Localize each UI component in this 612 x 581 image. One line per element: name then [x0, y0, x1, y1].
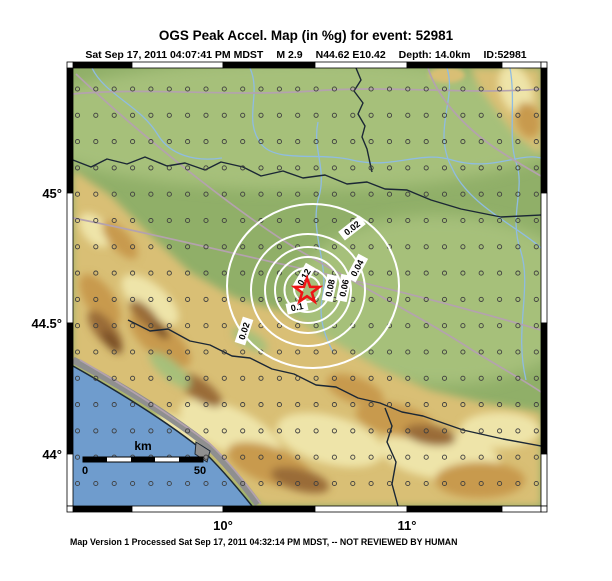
ligurian-sea: [73, 366, 252, 506]
processing-caption: Map Version 1 Processed Sat Sep 17, 2011…: [70, 537, 458, 547]
event-datetime: Sat Sep 17, 2011 04:07:41 PM MDST: [85, 49, 264, 61]
event-magnitude: M 2.9: [276, 49, 303, 61]
svg-text:0.08: 0.08: [323, 278, 336, 297]
scale-bar-end: 50: [194, 465, 206, 477]
map-title: OGS Peak Accel. Map (in %g) for event: 5…: [158, 28, 454, 43]
promontory: [194, 441, 211, 463]
contour-label: 0.1: [285, 299, 309, 315]
lat-label: 44°: [42, 447, 62, 462]
contour-value-labels: 0.020.040.060.080.120.10.02: [234, 215, 369, 346]
scale-bar-unit: km: [134, 439, 151, 453]
roads: [73, 68, 541, 505]
rivers: [91, 68, 541, 381]
event-id: ID:52981: [483, 49, 527, 61]
lat-label: 44.5°: [31, 316, 62, 331]
lon-label: 11°: [398, 518, 417, 533]
contour-label: 0.08: [321, 273, 339, 303]
coast-band: [73, 356, 261, 506]
coastline: [73, 365, 253, 506]
map-area: 0.020.040.060.080.120.10.02 km0 50: [73, 68, 541, 506]
grid-dots: [74, 86, 539, 487]
lat-label: 45°: [42, 186, 62, 201]
plain-shading: [73, 68, 541, 385]
contour-label: 0.02: [234, 316, 254, 346]
admin-boundaries: [73, 68, 541, 506]
lon-label: 10°: [213, 518, 233, 533]
mountain-belt: [73, 68, 541, 506]
scale-bar-start: 0: [82, 465, 88, 477]
svg-text:0.1: 0.1: [290, 301, 304, 313]
event-info-line: Sat Sep 17, 2011 04:07:41 PM MDST M 2.9 …: [0, 49, 612, 61]
axis-labels: 45° 44.5° 44° 10° 11°: [31, 186, 416, 533]
svg-text:0.06: 0.06: [337, 278, 350, 297]
contour-label: 0.06: [335, 273, 353, 303]
event-depth: Depth: 14.0km: [398, 49, 471, 61]
scale-bar: km 0 50: [82, 439, 206, 477]
epicenter-star-icon: [290, 274, 324, 305]
map-frame: [66, 61, 548, 513]
event-coordinates: N44.62 E10.42: [315, 49, 386, 61]
